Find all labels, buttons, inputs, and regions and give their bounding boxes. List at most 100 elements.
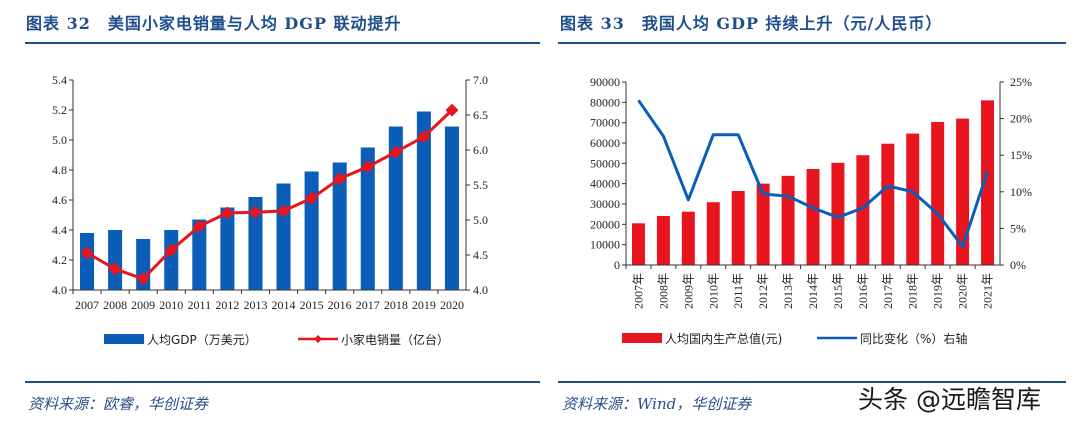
x-tick-label: 2016 (328, 298, 352, 312)
sales-marker (417, 130, 431, 144)
right-y-tick-label: 4.5 (473, 248, 488, 262)
legend-label-sales: 小家电销量（亿台） (341, 332, 449, 347)
left-y-tick-label: 30000 (590, 197, 620, 211)
gdp-bar (80, 233, 95, 290)
right-y-tick-label: 0% (1010, 258, 1026, 272)
right-source-note: 资料来源：Wind，华创证券 (562, 395, 752, 413)
gdp-per-capita-bar (631, 223, 645, 265)
gdp-bar (304, 171, 319, 290)
left-y-tick-label: 5.0 (52, 133, 67, 147)
left-y-tick-label: 0 (614, 258, 620, 272)
x-tick-label: 2012年 (756, 273, 770, 309)
gdp-bar (108, 230, 123, 290)
sales-marker (248, 205, 262, 219)
x-tick-label: 2010 (159, 298, 183, 312)
right-y-tick-label: 15% (1010, 148, 1032, 162)
right-y-tick-label: 10% (1010, 185, 1032, 199)
sales-marker (361, 160, 375, 174)
gdp-bar (248, 197, 263, 290)
gdp-bar (220, 207, 235, 290)
legend-label-gdp: 人均GDP（万美元） (147, 333, 257, 347)
gdp-per-capita-bar (981, 100, 995, 265)
right-y-tick-label: 25% (1010, 75, 1032, 89)
left-chart: 4.0 4.2 4.4 4.6 4.8 5.0 5.2 5.4 4.0 4.5 5.0 5.5 6.0 6… (52, 73, 488, 347)
sales-marker (305, 191, 319, 205)
right-source-divider (558, 381, 1066, 383)
sales-marker (164, 243, 178, 257)
left-y-tick-label: 40000 (590, 177, 620, 191)
gdp-per-capita-bar (956, 118, 970, 265)
right-chart: 0 10000 20000 30000 40000 50000 60000 70000 8000… (590, 75, 1032, 346)
x-tick-label: 2015 (300, 298, 324, 312)
sales-marker (333, 172, 347, 186)
left-y-tick-label: 4.0 (52, 283, 67, 297)
x-tick-label: 2019 (412, 298, 436, 312)
right-y-tick-label: 5% (1010, 221, 1026, 235)
x-tick-label: 2019年 (931, 273, 945, 309)
x-tick-label: 2007年 (631, 273, 645, 309)
legend-label-growth: 同比变化（%）右轴 (860, 331, 967, 346)
right-y-tick-label: 6.0 (473, 143, 488, 157)
gdp-per-capita-bar (681, 211, 695, 265)
left-source-note: 资料来源：欧睿，华创证券 (28, 395, 209, 413)
right-y-tick-label: 20% (1010, 112, 1032, 126)
x-tick-label: 2011 (188, 298, 212, 312)
x-tick-label: 2013年 (781, 273, 795, 309)
x-tick-label: 2014 (272, 298, 296, 312)
left-y-tick-label: 4.6 (52, 193, 67, 207)
x-tick-label: 2013 (243, 298, 267, 312)
gdp-bar (444, 126, 459, 290)
right-chart-title: 图表 33 我国人均 GDP 持续上升（元/人民币） (560, 14, 943, 33)
gdp-per-capita-bar (731, 190, 745, 265)
yoy-growth-line (637, 99, 989, 249)
x-tick-label: 2021年 (981, 273, 995, 309)
x-tick-label: 2017 (356, 298, 380, 312)
right-title-divider (558, 42, 1066, 44)
x-tick-label: 2018 (384, 298, 408, 312)
right-y-tick-label: 4.0 (473, 283, 488, 297)
left-y-tick-label: 5.2 (52, 103, 67, 117)
sales-marker (192, 219, 206, 233)
right-y-tick-label: 6.5 (473, 108, 488, 122)
gdp-per-capita-bar (831, 162, 845, 265)
gdp-bar (360, 147, 375, 290)
gdp-per-capita-bar (856, 155, 870, 265)
sales-marker (80, 246, 94, 260)
x-tick-label: 2008 (103, 298, 127, 312)
left-y-tick-label: 90000 (590, 75, 620, 89)
left-y-tick-label: 60000 (590, 136, 620, 150)
left-chart-title: 图表 32 美国小家电销量与人均 DGP 联动提升 (26, 14, 402, 33)
sales-marker (277, 204, 291, 218)
right-y-tick-label: 5.0 (473, 213, 488, 227)
gdp-bar (164, 230, 179, 290)
gdp-bar (388, 126, 403, 290)
x-tick-label: 2009年 (681, 273, 695, 309)
left-y-tick-label: 50000 (590, 156, 620, 170)
left-y-tick-label: 5.4 (52, 73, 67, 87)
sales-marker (445, 103, 459, 117)
watermark: 头条 @远瞻智库 (858, 385, 1041, 414)
x-tick-label: 2008年 (656, 273, 670, 309)
gdp-per-capita-bar (806, 169, 820, 265)
x-tick-label: 2007 (75, 298, 99, 312)
x-tick-label: 2016年 (856, 273, 870, 309)
sales-marker (389, 145, 403, 159)
sales-line (86, 109, 453, 281)
gdp-per-capita-bar (706, 202, 720, 265)
left-y-tick-label: 80000 (590, 95, 620, 109)
sales-marker (108, 262, 122, 276)
x-tick-label: 2017年 (881, 273, 895, 309)
left-source-divider (25, 381, 540, 383)
x-tick-label: 2020年 (956, 273, 970, 309)
x-tick-label: 2018年 (906, 273, 920, 309)
left-y-tick-label: 4.4 (52, 223, 67, 237)
gdp-per-capita-bar (781, 175, 795, 265)
gdp-bar (416, 111, 431, 290)
gdp-bar (276, 183, 291, 290)
gdp-per-capita-bar (931, 121, 945, 266)
x-tick-label: 2011年 (731, 273, 745, 309)
gdp-per-capita-bar (756, 183, 770, 265)
x-tick-label: 2010年 (706, 273, 720, 309)
gdp-per-capita-bar (656, 215, 670, 265)
legend-swatch-gdp (622, 333, 662, 343)
